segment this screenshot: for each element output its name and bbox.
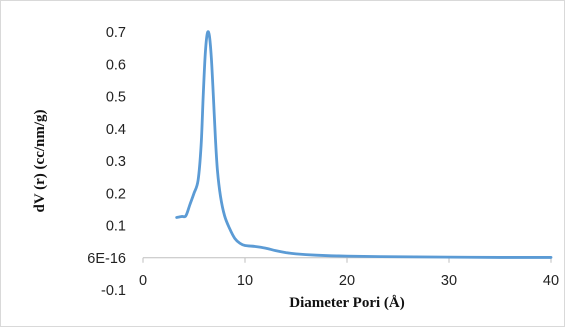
y-tick-label: 0.7 — [106, 25, 126, 41]
x-axis-title: Diameter Pori (Å) — [289, 295, 405, 311]
x-tick-label: 30 — [441, 273, 457, 289]
y-tick-label: 0.2 — [106, 186, 126, 202]
x-tick-labels: 0 10 20 30 40 — [139, 273, 559, 289]
x-tick-label: 20 — [339, 273, 355, 289]
x-tick-label: 40 — [543, 273, 559, 289]
y-axis-title: dV (r) (cc/nm/g) — [32, 109, 48, 212]
x-tick-marks — [142, 257, 552, 263]
x-tick-label: 0 — [139, 273, 147, 289]
y-tick-label: 6E-16 — [87, 251, 126, 267]
series-line — [175, 30, 553, 259]
y-tick-label: 0.6 — [106, 57, 126, 73]
x-tick-label: 10 — [237, 273, 253, 289]
y-tick-label: -0.1 — [101, 283, 126, 299]
y-tick-label: 0.5 — [106, 90, 126, 106]
y-tick-label: 0.4 — [106, 122, 126, 138]
y-tick-label: 0.3 — [106, 154, 126, 170]
y-tick-label: 0.1 — [106, 219, 126, 235]
y-tick-labels: -0.1 6E-16 0.1 0.2 0.3 0.4 0.5 0.6 0.7 — [87, 25, 126, 299]
